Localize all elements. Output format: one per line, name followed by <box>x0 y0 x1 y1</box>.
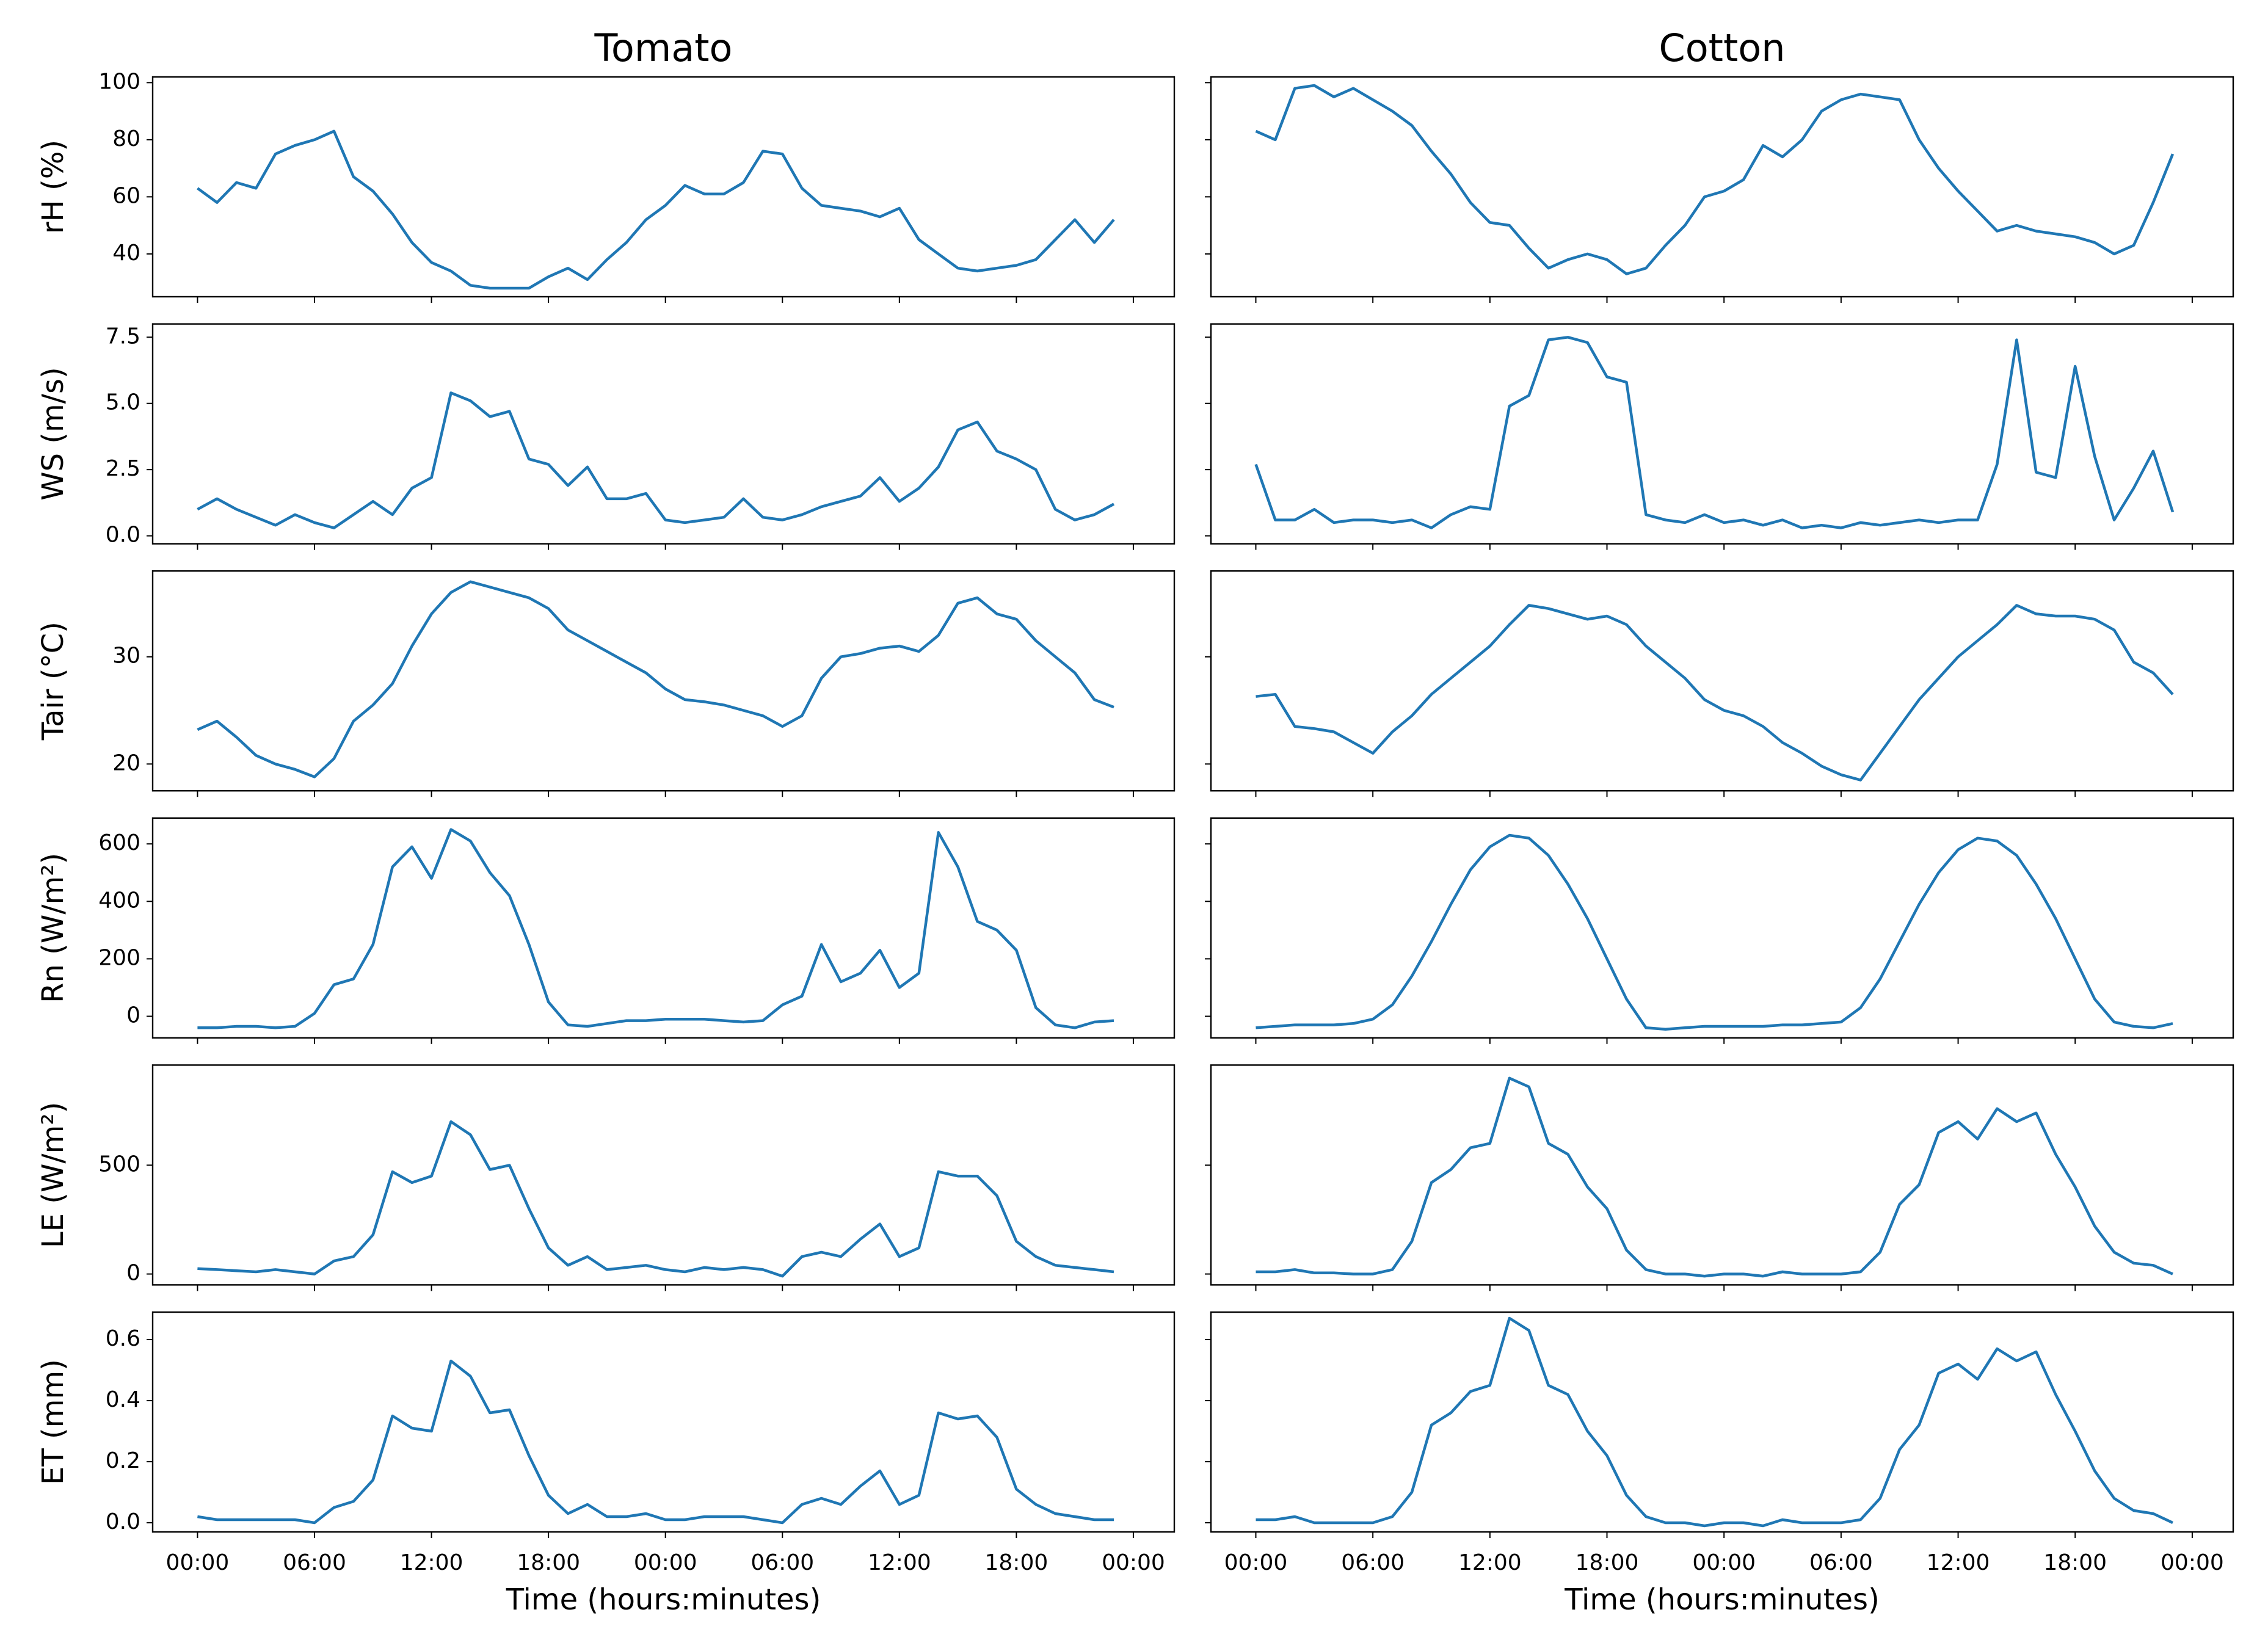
axes-frame <box>1210 570 2234 792</box>
y-tick-label: 0.2 <box>106 1448 140 1473</box>
x-tick-label: 12:00 <box>400 1550 463 1575</box>
data-line <box>197 129 1115 290</box>
data-line <box>1254 336 2175 529</box>
x-tick-label: 12:00 <box>1458 1550 1522 1575</box>
y-tick-label: 7.5 <box>106 324 140 349</box>
y-tick-label: 0 <box>126 1261 140 1286</box>
x-tick-label: 18:00 <box>517 1550 580 1575</box>
x-tick-label: 18:00 <box>1576 1550 1639 1575</box>
y-axis-label: ET (mm) <box>36 1359 70 1485</box>
data-line <box>197 828 1114 1029</box>
y-tick-label: 0.4 <box>106 1387 140 1412</box>
y-tick-label: 2.5 <box>106 456 140 481</box>
axes-frame <box>1210 1064 2234 1286</box>
y-tick-label: 500 <box>98 1152 140 1177</box>
axes-frame <box>151 1311 1176 1533</box>
y-tick-label: 20 <box>112 750 140 775</box>
axes-frame <box>1210 76 2234 298</box>
data-line <box>1256 604 2174 782</box>
x-tick-label: 06:00 <box>283 1550 346 1575</box>
y-tick-label: 30 <box>112 644 140 669</box>
y-tick-label: 400 <box>98 888 140 913</box>
y-tick-label: 0.0 <box>106 523 140 548</box>
x-tick-label: 00:00 <box>1692 1550 1756 1575</box>
axes-frame <box>151 323 1176 545</box>
x-tick-label: 06:00 <box>751 1550 814 1575</box>
x-axis-label: Time (hours:minutes) <box>506 1583 821 1617</box>
panel-title: Cotton <box>1659 26 1785 70</box>
y-tick-label: 0.0 <box>106 1509 140 1534</box>
y-tick-label: 60 <box>112 183 140 208</box>
axes-frame <box>1210 1311 2234 1533</box>
y-axis-label: WS (m/s) <box>36 367 70 501</box>
y-tick-label: 600 <box>98 830 140 855</box>
y-tick-label: 100 <box>98 69 140 94</box>
y-tick-label: 0 <box>126 1003 140 1028</box>
data-line <box>1256 1316 2173 1528</box>
x-tick-label: 12:00 <box>1927 1550 1990 1575</box>
axes-frame <box>1210 817 2234 1039</box>
x-tick-label: 00:00 <box>2161 1550 2224 1575</box>
x-tick-label: 00:00 <box>166 1550 230 1575</box>
data-line <box>197 391 1115 529</box>
data-line <box>1255 84 2175 275</box>
axes-frame <box>1210 323 2234 545</box>
x-tick-label: 12:00 <box>868 1550 931 1575</box>
x-tick-label: 00:00 <box>1224 1550 1288 1575</box>
y-tick-label: 0.6 <box>106 1326 140 1351</box>
axes-frame <box>151 76 1176 298</box>
x-tick-label: 18:00 <box>985 1550 1049 1575</box>
axes-frame <box>151 1064 1176 1286</box>
axes-frame <box>151 570 1176 792</box>
y-axis-label: Rn (W/m²) <box>36 853 70 1003</box>
data-line <box>197 580 1114 778</box>
x-axis-label: Time (hours:minutes) <box>1564 1583 1880 1617</box>
y-axis-label: LE (W/m²) <box>36 1102 70 1248</box>
y-axis-label: rH (%) <box>36 140 70 234</box>
x-tick-label: 06:00 <box>1341 1550 1405 1575</box>
y-tick-label: 5.0 <box>106 390 140 415</box>
x-tick-label: 00:00 <box>634 1550 697 1575</box>
panel-title: Tomato <box>594 26 733 70</box>
axes-frame <box>151 817 1176 1039</box>
x-tick-label: 06:00 <box>1809 1550 1873 1575</box>
y-tick-label: 40 <box>112 241 140 266</box>
data-line <box>197 1120 1114 1278</box>
data-line <box>197 1359 1114 1525</box>
y-axis-label: Tair (°C) <box>36 622 70 741</box>
x-tick-label: 18:00 <box>2043 1550 2107 1575</box>
y-tick-label: 200 <box>98 945 140 970</box>
x-tick-label: 00:00 <box>1102 1550 1165 1575</box>
data-line <box>1256 833 2173 1031</box>
data-line <box>1256 1076 2173 1278</box>
y-tick-label: 80 <box>112 126 140 151</box>
